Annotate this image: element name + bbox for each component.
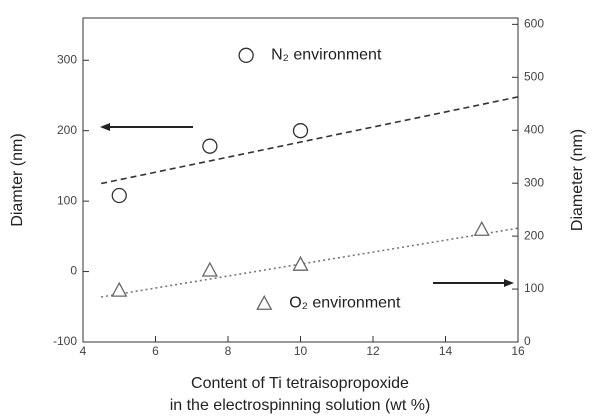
legend-label: O₂ environment: [289, 294, 401, 311]
x-tick-label: 14: [439, 344, 453, 358]
legend-label: N₂ environment: [271, 47, 382, 64]
point: [292, 123, 309, 139]
x-tick-label: 12: [366, 344, 380, 358]
right-arrow: [433, 279, 514, 287]
x-axis-label: Content of Ti tetraisopropoxide: [191, 375, 409, 392]
point: [111, 281, 128, 297]
x-tick-label: 8: [225, 344, 232, 358]
x-tick-label: 10: [294, 344, 308, 358]
y2-tick-label: 0: [524, 334, 531, 348]
legend-marker: [256, 294, 273, 310]
point: [292, 255, 309, 271]
trend-line: [100, 96, 519, 185]
y-axis-label: Diamter (nm): [9, 133, 26, 226]
trend-line: [100, 227, 519, 298]
y-tick-label: -100: [53, 334, 77, 348]
y2-tick-label: 200: [524, 228, 544, 242]
y2-tick-label: 600: [524, 17, 544, 31]
left-arrow: [100, 123, 193, 131]
x-axis-label: in the electrospinning solution (wt %): [170, 397, 431, 414]
y-tick-label: 0: [70, 264, 77, 278]
x-tick-label: 16: [511, 344, 525, 358]
x-tick-label: 4: [80, 344, 87, 358]
point: [201, 261, 218, 277]
y2-tick-label: 400: [524, 122, 544, 136]
point: [202, 138, 218, 154]
point: [111, 187, 127, 204]
y-tick-label: 300: [57, 52, 77, 66]
x-tick-label: 6: [152, 344, 159, 358]
y-tick-label: 200: [57, 123, 77, 137]
plot-frame: [82, 17, 519, 343]
y2-tick-label: 300: [524, 175, 544, 189]
y2-tick-label: 500: [524, 69, 544, 83]
y-tick-label: 100: [57, 193, 77, 207]
y2-tick-label: 100: [524, 281, 544, 295]
point: [473, 220, 490, 236]
y2-axis-label: Diameter (nm): [569, 129, 586, 231]
legend-marker: [238, 47, 254, 63]
